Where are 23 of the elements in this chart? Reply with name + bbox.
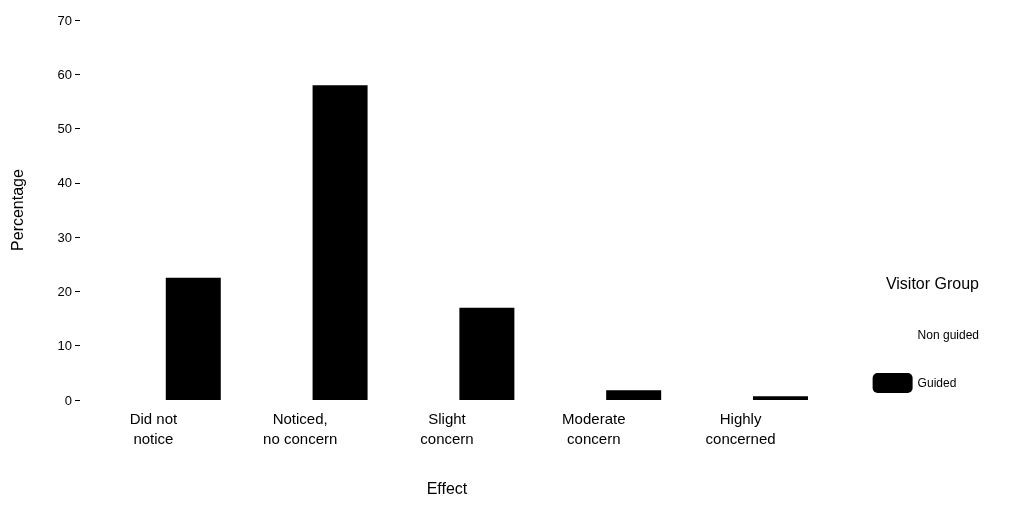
y-tick-label: 10	[57, 338, 72, 354]
y-tick-label: 20	[57, 283, 72, 299]
x-tick-label: Moderate concern	[562, 409, 626, 447]
legend-label: Guided	[917, 376, 957, 390]
x-tick-label: Noticed, no concern	[263, 409, 338, 447]
y-tick-label: 60	[57, 66, 72, 82]
x-axis-title: Effect	[426, 479, 468, 497]
bar	[165, 277, 221, 400]
bar	[606, 390, 662, 400]
y-tick-label: 30	[57, 229, 72, 245]
y-tick-label: 0	[64, 392, 72, 408]
y-axis-title: Percentage	[8, 168, 26, 251]
bar	[459, 307, 515, 400]
text: Non guided	[917, 328, 980, 342]
legend-title: Visitor Group	[885, 274, 980, 292]
x-tick-label: Slight concern	[420, 409, 474, 447]
bar	[312, 85, 368, 400]
y-tick-label: 40	[57, 175, 72, 191]
y-tick-label: 50	[57, 121, 72, 137]
bar	[752, 396, 808, 400]
y-tick-label: 70	[57, 12, 72, 28]
x-tick-label: Highly concerned	[705, 409, 776, 447]
x-tick-label: Did not notice	[129, 409, 178, 447]
